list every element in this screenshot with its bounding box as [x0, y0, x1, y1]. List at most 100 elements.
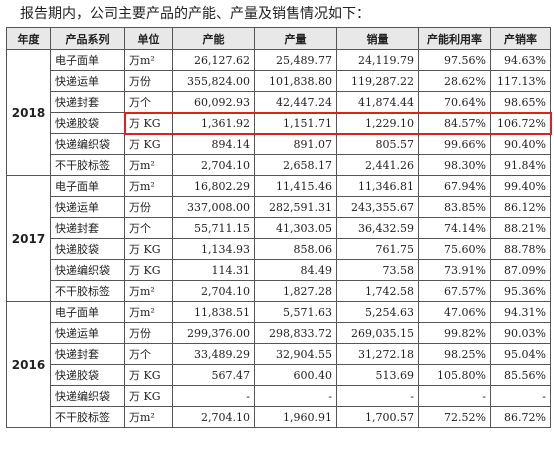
output-cell: 1,151.71 [254, 112, 337, 134]
table-row: 快递运单 万份 299,376.00 298,833.72 269,035.15 99.8… [7, 322, 551, 344]
unit-cell: 万个 [124, 217, 173, 239]
utilization-cell: 74.14% [418, 217, 491, 239]
product-name-cell: 电子面单 [50, 175, 125, 197]
table-row: 2016 电子面单 万m² 11,838.51 5,571.63 5,254.63 47.0… [6, 301, 551, 428]
utilization-cell: 70.64% [418, 91, 491, 113]
table-row: 不干胶标签 万m² 2,704.10 1,827.28 1,742.58 67.57% 95… [7, 280, 551, 302]
product-name-cell: 快递运单 [50, 70, 125, 92]
output-cell: 1,827.28 [254, 280, 337, 302]
unit-cell: 万m² [124, 280, 173, 302]
unit-cell: 万份 [124, 70, 173, 92]
utilization-cell: 98.30% [418, 154, 491, 176]
utilization-cell: 67.57% [418, 280, 491, 302]
utilization-cell: 73.91% [418, 259, 491, 281]
product-name-cell: 电子面单 [50, 301, 125, 323]
output-cell: 5,571.63 [254, 301, 337, 323]
sales-rate-cell: 95.04% [490, 343, 551, 365]
unit-cell: 万个 [124, 91, 173, 113]
output-cell: 600.40 [254, 364, 337, 386]
capacity-cell: 355,824.00 [172, 70, 255, 92]
product-name-cell: 快递胶袋 [50, 112, 125, 134]
sales-cell: 31,272.18 [336, 343, 419, 365]
sales-cell: 805.57 [336, 133, 419, 155]
sales-cell: 2,441.26 [336, 154, 419, 176]
utilization-cell: 28.62% [418, 70, 491, 92]
sales-rate-cell: 85.56% [490, 364, 551, 386]
capacity-cell: 55,711.15 [172, 217, 255, 239]
sales-cell: 41,874.44 [336, 91, 419, 113]
unit-cell: 万个 [124, 343, 173, 365]
product-name-cell: 快递封套 [50, 91, 125, 113]
capacity-cell: 2,704.10 [172, 406, 255, 428]
product-name-cell: 快递封套 [50, 217, 125, 239]
header-output: 产量 [254, 27, 337, 50]
unit-cell: 万 KG [124, 133, 173, 155]
output-cell: - [254, 385, 337, 407]
capacity-cell: 16,802.29 [172, 175, 255, 197]
product-name-cell: 快递胶袋 [50, 238, 125, 260]
header-product: 产品系列 [50, 27, 125, 50]
table-row: 快递胶袋万 KG 567.47 600.40 513.69 105.80% 85.56% [7, 364, 551, 386]
unit-cell: 万 KG [124, 238, 173, 260]
capacity-cell: 299,376.00 [172, 322, 255, 344]
sales-cell: - [336, 385, 419, 407]
unit-cell: 万 KG [124, 259, 173, 281]
sales-rate-cell: 99.40% [490, 175, 551, 197]
header-row: 年度 产品系列 单位 产能 产量 销量 产能利用率 产销率 [6, 27, 551, 50]
product-name-cell: 不干胶标签 [50, 154, 125, 176]
product-name-cell: 快递封套 [50, 343, 125, 365]
capacity-cell: 11,838.51 [172, 301, 255, 323]
sales-rate-cell: 90.03% [490, 322, 551, 344]
output-cell: 25,489.77 [254, 49, 337, 71]
unit-cell: 万份 [124, 322, 173, 344]
sales-cell: 243,355.67 [336, 196, 419, 218]
unit-cell: 万 KG [124, 385, 173, 407]
year-cell: 2017 [6, 175, 51, 302]
sales-cell: 73.58 [336, 259, 419, 281]
table-row: 快递胶袋万 KG 1,134.93 858.06 761.75 75.60% 88.78% [7, 238, 551, 260]
output-cell: 2,658.17 [254, 154, 337, 176]
sales-rate-cell: 91.84% [490, 154, 551, 176]
table-row: 不干胶标签 万m² 2,704.10 2,658.17 2,441.26 98.30% 91… [7, 154, 551, 176]
unit-cell: 万m² [124, 154, 173, 176]
table-row: 快递编织袋万 KG 114.31 84.49 73.58 73.91% 87.09% [7, 259, 551, 281]
utilization-cell: 99.66% [418, 133, 491, 155]
product-name-cell: 快递编织袋 [50, 385, 125, 407]
utilization-cell: 98.25% [418, 343, 491, 365]
capacity-cell: 894.14 [172, 133, 255, 155]
capacity-cell: 33,489.29 [172, 343, 255, 365]
product-name-cell: 快递编织袋 [50, 133, 125, 155]
sales-cell: 761.75 [336, 238, 419, 260]
product-name-cell: 不干胶标签 [50, 406, 125, 428]
intro-text: 报告期内，公司主要产品的产能、产量及销售情况如下： [20, 6, 370, 22]
utilization-cell: 99.82% [418, 322, 491, 344]
output-cell: 298,833.72 [254, 322, 337, 344]
sales-rate-cell: 88.78% [490, 238, 551, 260]
utilization-cell: 83.85% [418, 196, 491, 218]
header-year: 年度 [6, 27, 51, 50]
utilization-cell: 97.56% [418, 49, 491, 71]
sales-rate-cell: 87.09% [490, 259, 551, 281]
sales-rate-cell: - [490, 385, 551, 407]
product-name-cell: 快递编织袋 [50, 259, 125, 281]
output-cell: 84.49 [254, 259, 337, 281]
header-sales: 销量 [336, 27, 419, 50]
sales-rate-cell: 88.21% [490, 217, 551, 239]
output-cell: 891.07 [254, 133, 337, 155]
output-cell: 858.06 [254, 238, 337, 260]
table-row: 2018 电子面单 万m² 26,127.62 25,489.77 24,119.79 97… [6, 49, 551, 176]
capacity-cell: 26,127.62 [172, 49, 255, 71]
unit-cell: 万m² [124, 49, 173, 71]
capacity-cell: 1,361.92 [172, 112, 255, 134]
capacity-cell: 60,092.93 [172, 91, 255, 113]
unit-cell: 万 KG [124, 364, 173, 386]
capacity-table: 年度 产品系列 单位 产能 产量 销量 产能利用率 产销率 2018 电子面单 万m… [6, 27, 551, 428]
sales-rate-cell: 90.40% [490, 133, 551, 155]
sales-rate-cell: 86.72% [490, 406, 551, 428]
unit-cell: 万 KG [124, 112, 173, 134]
sales-rate-cell: 98.65% [490, 91, 551, 113]
header-utilization: 产能利用率 [418, 27, 491, 50]
sales-cell: 36,432.59 [336, 217, 419, 239]
utilization-cell: 105.80% [418, 364, 491, 386]
product-name-cell: 快递运单 [50, 322, 125, 344]
